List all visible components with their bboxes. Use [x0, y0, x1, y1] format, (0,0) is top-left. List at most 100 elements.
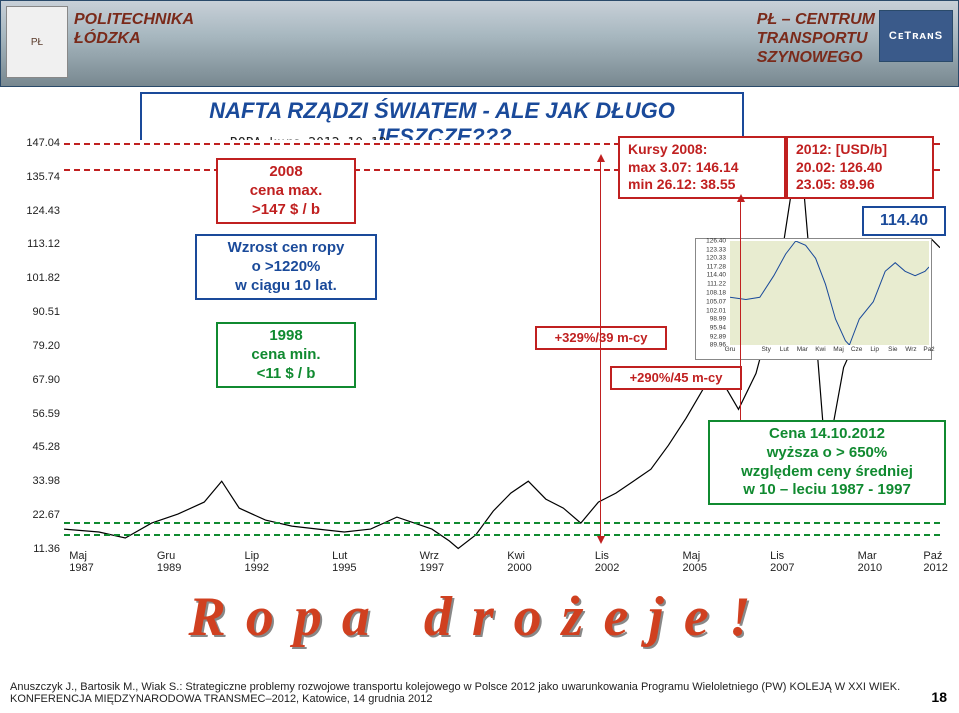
x-tick: Mar2010 — [858, 550, 882, 574]
mini-x-tick: Maj — [833, 346, 843, 353]
y-tick: 135.74 — [26, 171, 60, 183]
mini-y-tick: 126.40 — [706, 238, 726, 245]
arrow-290 — [740, 200, 741, 446]
box-2008-l1: 2008 — [226, 163, 346, 182]
y-tick: 67.90 — [32, 374, 60, 386]
x-tick: Lip1992 — [244, 550, 268, 574]
mini-y-tick: 98.99 — [710, 316, 726, 323]
box-2008-l3: >147 $ / b — [226, 201, 346, 220]
x-tick: Gru1989 — [157, 550, 181, 574]
mini-x-tick: Wrz — [905, 346, 916, 353]
cena-l1: Cena 14.10.2012 — [718, 425, 936, 444]
mini-y-tick: 105.07 — [706, 298, 726, 305]
arrow-329 — [600, 160, 601, 538]
mini-x-tick: Gru — [725, 346, 736, 353]
cena-l2: wyższa o > 650% — [718, 444, 936, 463]
x-tick: Maj1987 — [69, 550, 93, 574]
kursy-l1: Kursy 2008: — [628, 141, 776, 159]
x-tick: Lis2007 — [770, 550, 794, 574]
univ-logo-left: PŁ — [6, 6, 68, 78]
box-kursy-2008: Kursy 2008: max 3.07: 146.14 min 26.12: … — [618, 136, 786, 199]
y2012-l3: 23.05: 89.96 — [796, 176, 924, 194]
mini-y-tick: 117.28 — [707, 264, 726, 271]
box-2012-prices: 2012: [USD/b] 20.02: 126.40 23.05: 89.96 — [786, 136, 934, 199]
mini-x-tick: Cze — [851, 346, 863, 353]
mini-x-tick: Kwi — [815, 346, 825, 353]
box-1998-l3: <11 $ / b — [226, 365, 346, 384]
box-growth-l3: w ciągu 10 lat. — [205, 277, 367, 296]
y-tick: 101.82 — [26, 272, 60, 284]
mini-y-tick: 102.01 — [706, 307, 726, 314]
y-axis: 147.04 135.74 124.43 113.12 101.82 90.51 79.20… — [16, 140, 62, 550]
univ-right-l2: TRANSPORTU — [757, 29, 875, 48]
univ-name-left: POLITECHNIKA ŁÓDZKA — [74, 10, 194, 48]
y-tick: 113.12 — [27, 238, 60, 250]
x-axis: Maj1987 Gru1989 Lip1992 Lut1995 Wrz1997 Kwi20… — [64, 552, 940, 574]
y-tick: 22.67 — [32, 509, 60, 521]
box-cena-summary: Cena 14.10.2012 wyższa o > 650% względem… — [708, 420, 946, 505]
mini-plot-area — [730, 241, 929, 345]
box-growth-l2: o >1220% — [205, 258, 367, 277]
mini-y-axis: 126.40123.33 120.33 117.28114.40 111.22 108.… — [698, 241, 728, 345]
mini-y-tick: 111.22 — [707, 281, 726, 288]
mini-x-tick: Sie — [888, 346, 897, 353]
y-tick: 124.43 — [26, 205, 60, 217]
cena-l3: względem ceny średniej — [718, 463, 936, 482]
box-1998-l2: cena min. — [226, 346, 346, 365]
y2012-l1: 2012: [USD/b] — [796, 141, 924, 159]
y-tick: 45.28 — [32, 441, 60, 453]
x-tick: Wrz1997 — [420, 550, 444, 574]
cena-l4: w 10 – leciu 1987 - 1997 — [718, 481, 936, 500]
y-tick: 79.20 — [32, 340, 60, 352]
mini-y-tick: 108.18 — [706, 290, 726, 297]
y-tick: 56.59 — [32, 408, 60, 420]
box-growth-l1: Wzrost cen ropy — [205, 239, 367, 258]
ropa-drozeje-title: Ropa drożeje! — [0, 585, 959, 649]
univ-name-right: PŁ – CENTRUM TRANSPORTU SZYNOWEGO — [757, 10, 875, 68]
mini-y-tick: 92.89 — [710, 333, 726, 340]
mini-x-axis: GruStyLutMarKwiMajCzeLipSieWrzPaź — [730, 346, 929, 358]
univ-right-l1: PŁ – CENTRUM — [757, 10, 875, 29]
mini-x-tick: Lip — [870, 346, 879, 353]
y-tick: 11.36 — [33, 543, 60, 555]
y-tick: 33.98 — [32, 475, 60, 487]
mini-chart: 126.40123.33 120.33 117.28114.40 111.22 108.… — [695, 238, 932, 360]
y2012-l2: 20.02: 126.40 — [796, 159, 924, 177]
footer-l2: KONFERENCJA MIĘDZYNARODOWA TRANSMEC–2012… — [10, 693, 949, 705]
box-pct290: +290%/45 m-cy — [610, 366, 742, 390]
kursy-l3: min 26.12: 38.55 — [628, 176, 776, 194]
univ-right-l3: SZYNOWEGO — [757, 48, 875, 67]
mini-x-tick: Lut — [780, 346, 789, 353]
mini-y-tick: 89.96 — [710, 342, 726, 349]
ropa-text-content: Ropa drożeje! — [189, 586, 771, 648]
x-tick: Kwi2000 — [507, 550, 531, 574]
box-1998-l1: 1998 — [226, 327, 346, 346]
x-tick: Lut1995 — [332, 550, 356, 574]
univ-left-l1: POLITECHNIKA — [74, 10, 194, 29]
x-tick: Lis2002 — [595, 550, 619, 574]
mini-x-tick: Mar — [797, 346, 808, 353]
kursy-l2: max 3.07: 146.14 — [628, 159, 776, 177]
mini-y-tick: 120.33 — [706, 255, 726, 262]
box-1998-min: 1998 cena min. <11 $ / b — [216, 322, 356, 388]
mini-x-tick: Sty — [761, 346, 770, 353]
x-tick: Paź2012 — [923, 550, 947, 574]
y-tick: 147.04 — [26, 137, 60, 149]
mini-y-tick: 114.40 — [707, 272, 726, 279]
univ-left-l2: ŁÓDZKA — [74, 29, 194, 48]
footer: Anuszczyk J., Bartosik M., Wiak S.: Stra… — [10, 681, 949, 705]
mini-y-tick: 123.33 — [706, 246, 726, 253]
y-tick: 90.51 — [32, 306, 60, 318]
lower-dash-band — [64, 522, 940, 536]
mini-line-svg — [730, 241, 929, 345]
box-growth: Wzrost cen ropy o >1220% w ciągu 10 lat. — [195, 234, 377, 300]
mini-y-tick: 95.94 — [710, 324, 726, 331]
page-number: 18 — [931, 689, 947, 705]
footer-l1: Anuszczyk J., Bartosik M., Wiak S.: Stra… — [10, 681, 949, 693]
cetrans-logo: CᴇTʀᴀɴS — [879, 10, 953, 62]
box-2008-max: 2008 cena max. >147 $ / b — [216, 158, 356, 224]
x-tick: Maj2005 — [682, 550, 706, 574]
mini-x-tick: Paź — [923, 346, 934, 353]
box-pct329: +329%/39 m-cy — [535, 326, 667, 350]
box-2008-l2: cena max. — [226, 182, 346, 201]
